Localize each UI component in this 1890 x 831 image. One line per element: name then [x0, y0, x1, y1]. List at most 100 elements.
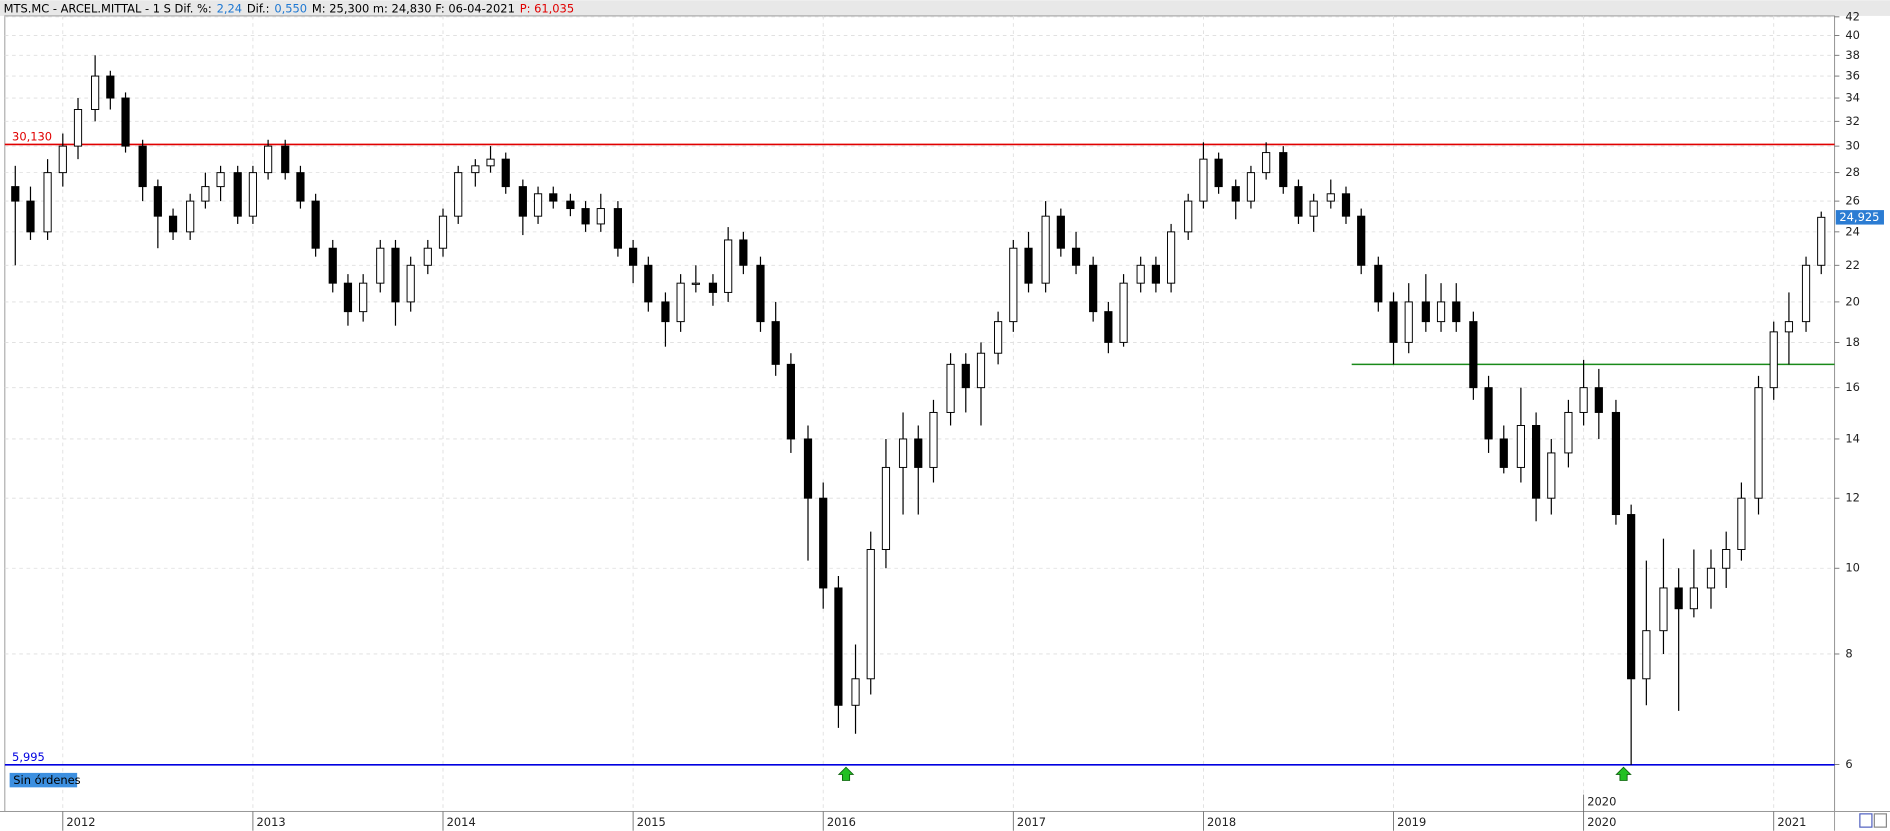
- candle-body: [1737, 497, 1746, 550]
- y-tick-label: 16: [1845, 380, 1860, 394]
- candle-body: [1119, 282, 1128, 343]
- candle-body: [1262, 152, 1271, 174]
- save-icon[interactable]: [1859, 813, 1873, 828]
- candle-body: [644, 264, 653, 303]
- candle-body: [756, 264, 765, 323]
- candle-body: [121, 97, 130, 147]
- candle-body: [1769, 331, 1778, 389]
- header-item: P: 61,035: [520, 1, 574, 15]
- candle-body: [1722, 549, 1731, 569]
- last-price-label: 24,925: [1839, 210, 1879, 224]
- candle-body: [566, 200, 575, 210]
- y-tick-label: 20: [1845, 294, 1860, 308]
- candle-body: [233, 172, 242, 217]
- candle-body: [1469, 321, 1478, 389]
- candle-body: [929, 411, 938, 468]
- y-tick-label: 22: [1845, 258, 1860, 272]
- candle-body: [91, 75, 100, 110]
- candle-body: [1214, 158, 1223, 188]
- candle-body: [581, 208, 590, 225]
- candle-body: [1421, 301, 1430, 323]
- status: Sin órdenes: [13, 773, 80, 787]
- header-item: 2,24: [217, 1, 242, 15]
- x-tick-label: 2020: [1587, 815, 1616, 829]
- y-tick-label: 42: [1845, 9, 1860, 23]
- level-label: 5,995: [12, 750, 45, 764]
- y-tick-label: 8: [1845, 646, 1852, 660]
- candle-body: [11, 186, 20, 202]
- candle-body: [819, 497, 828, 589]
- candle-body: [1199, 158, 1208, 202]
- candle-body: [343, 282, 353, 313]
- candle-body: [1754, 387, 1763, 499]
- candle-body: [1579, 387, 1588, 413]
- header-item: M: 25,300 m: 24,830 F: 06-04-2021: [312, 1, 515, 15]
- candle-body: [1516, 424, 1525, 468]
- candle-body: [201, 186, 210, 202]
- candle-body: [976, 352, 986, 389]
- y-tick-label: 12: [1845, 491, 1860, 505]
- y-tick-label: 10: [1845, 561, 1860, 575]
- plot: 6 8 10 12 14 16 18 20 22 24 26 28 30 32 34 36 38 40 42 2012…: [4, 9, 1884, 831]
- candle-body: [168, 215, 178, 233]
- candle-body: [1499, 438, 1508, 468]
- candle-body: [43, 172, 52, 233]
- candle-body: [186, 200, 195, 233]
- candle-body: [471, 165, 480, 174]
- candle-body: [1404, 301, 1413, 343]
- candle-body: [501, 158, 510, 188]
- candle-body: [1326, 193, 1335, 202]
- scroll-icon[interactable]: [1873, 813, 1887, 828]
- x-tick-label: 2013: [257, 815, 286, 829]
- candle-body: [359, 282, 368, 313]
- level-label: 30,130: [12, 130, 52, 144]
- y-tick-label: 36: [1845, 69, 1860, 83]
- y-tick-label: 30: [1845, 139, 1860, 153]
- candle-body: [1564, 411, 1573, 454]
- candle-body: [328, 247, 337, 284]
- candle-body: [1611, 411, 1621, 516]
- x-tick-label: 2021: [1777, 815, 1806, 829]
- candle-body: [406, 264, 415, 303]
- header-item: Dif.:: [247, 1, 270, 15]
- candle-body: [391, 247, 400, 303]
- candle-body: [1547, 452, 1556, 499]
- header-bar: [0, 0, 1890, 16]
- header-item: MTS.MC - ARCEL.MITTAL - 1 S Dif. %:: [4, 1, 212, 15]
- candle-body: [138, 145, 147, 188]
- candle-body: [1784, 321, 1794, 333]
- candle-body: [1294, 186, 1303, 217]
- y-tick-label: 24: [1845, 224, 1860, 238]
- candle-body: [676, 282, 685, 323]
- last-price-box: [1835, 210, 1884, 225]
- annotation-label: 2020: [1587, 794, 1616, 808]
- y-tick-label: 6: [1845, 757, 1852, 771]
- candle-body: [1389, 301, 1398, 343]
- candle-body: [26, 200, 35, 233]
- candle-body: [1642, 630, 1651, 680]
- candle-body: [898, 438, 908, 468]
- candle-body: [216, 172, 225, 188]
- candle-body: [1531, 424, 1541, 499]
- candle-body: [851, 678, 860, 706]
- candle-body: [438, 215, 448, 249]
- candle-body: [1706, 567, 1716, 589]
- candle-body: [106, 75, 115, 99]
- y-tick-label: 32: [1845, 114, 1860, 128]
- candle-body: [1071, 247, 1081, 266]
- candle-body: [1594, 387, 1603, 413]
- candle-body: [1151, 264, 1160, 284]
- signal-arrow: [1615, 766, 1632, 781]
- candle-body: [311, 200, 320, 249]
- candle-body: [691, 282, 700, 285]
- y-tick-label: 40: [1845, 28, 1860, 42]
- candle-body: [1246, 172, 1256, 202]
- candle-body: [629, 247, 638, 266]
- candle-body: [881, 466, 891, 550]
- x-tick-label: 2014: [447, 815, 476, 829]
- y-tick-label: 38: [1845, 48, 1860, 62]
- candle-body: [1484, 387, 1493, 440]
- candle-body: [1041, 215, 1050, 284]
- candle-body: [596, 208, 605, 225]
